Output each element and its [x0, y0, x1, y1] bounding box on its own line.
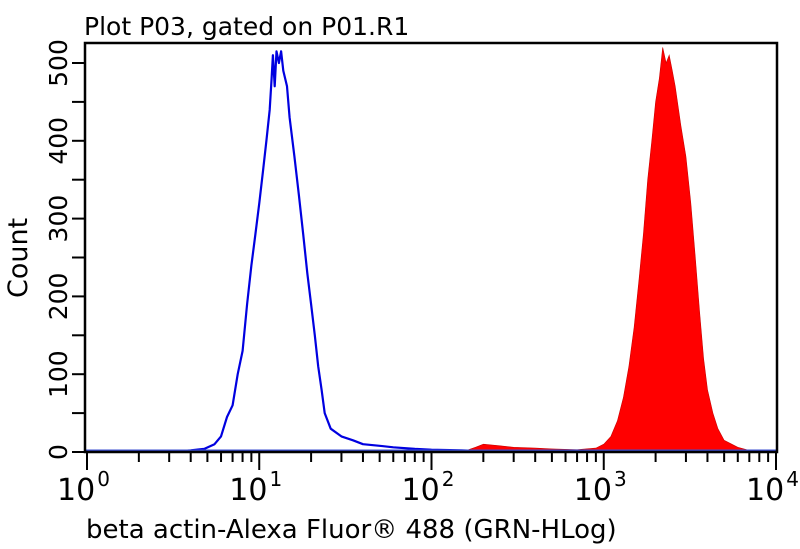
- y-tick-label: 100: [44, 350, 73, 398]
- y-tick-label: 0: [44, 444, 73, 460]
- x-axis-label: beta actin-Alexa Fluor® 488 (GRN-HLog): [86, 515, 617, 545]
- y-tick-label: 300: [44, 195, 73, 243]
- y-axis-tick-labels: 0 100 200 300 400 500: [44, 39, 73, 460]
- x-tick-label: 10 2: [402, 467, 455, 508]
- y-axis-label: Count: [3, 218, 34, 298]
- control-histogram-line: [169, 50, 725, 454]
- x-tick-label: 10 0: [57, 467, 110, 508]
- x-axis-ticks: [86, 452, 777, 470]
- y-tick-label: 500: [44, 39, 73, 87]
- x-tick-label: 10 3: [574, 467, 627, 508]
- stained-sample-histogram: [461, 47, 755, 453]
- x-tick-label: 10 4: [746, 467, 799, 508]
- x-tick-label: 10 1: [229, 467, 282, 508]
- y-tick-label: 400: [44, 117, 73, 165]
- y-axis-ticks: [72, 62, 85, 453]
- y-tick-label: 200: [44, 273, 73, 321]
- chart-title: Plot P03, gated on P01.R1: [84, 12, 409, 41]
- x-axis-tick-labels: 10 0 10 1 10 2 10 3 10 4: [57, 467, 799, 508]
